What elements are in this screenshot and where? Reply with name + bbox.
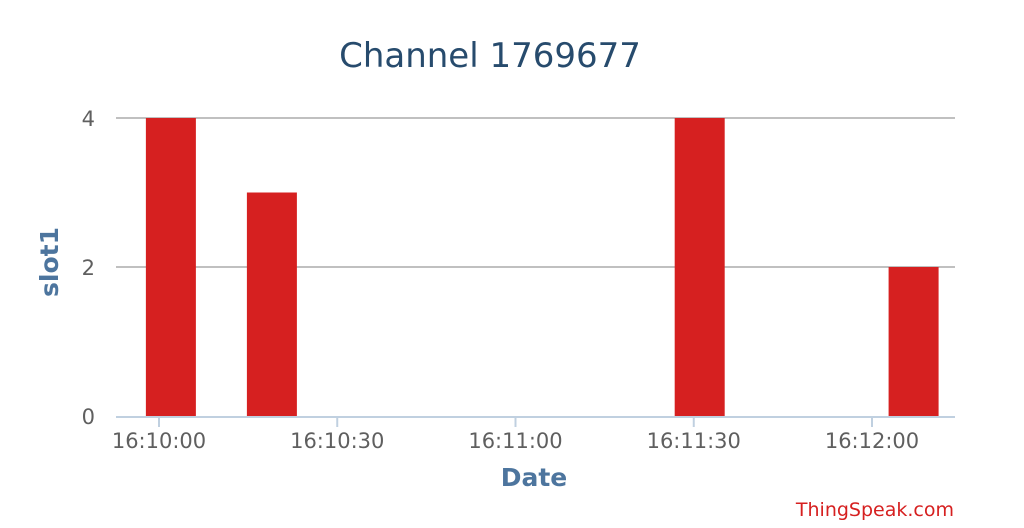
chart-title: Channel 1769677 xyxy=(339,36,641,76)
x-tick-label: 16:11:30 xyxy=(647,429,741,453)
gridlines xyxy=(116,118,955,267)
y-axis-title: slot1 xyxy=(35,227,64,297)
x-tick-label: 16:12:00 xyxy=(825,429,919,453)
y-axis: 0 2 4 xyxy=(82,107,95,429)
credit-link[interactable]: ThingSpeak.com xyxy=(795,499,954,521)
x-tick-label: 16:11:00 xyxy=(468,429,562,453)
y-tick-label: 2 xyxy=(82,256,95,280)
y-tick-label: 4 xyxy=(82,107,95,131)
y-tick-label: 0 xyxy=(82,405,95,429)
bar-4[interactable] xyxy=(889,267,939,416)
x-tick-labels: 16:10:00 16:10:30 16:11:00 16:11:30 16:12:00 xyxy=(112,429,919,453)
x-tick-label: 16:10:00 xyxy=(112,429,206,453)
bar-1[interactable] xyxy=(146,118,196,416)
x-axis xyxy=(116,417,955,427)
x-tick-label: 16:10:30 xyxy=(290,429,384,453)
bar-2[interactable] xyxy=(247,193,297,417)
x-axis-title: Date xyxy=(501,463,568,492)
bar-3[interactable] xyxy=(675,118,725,416)
